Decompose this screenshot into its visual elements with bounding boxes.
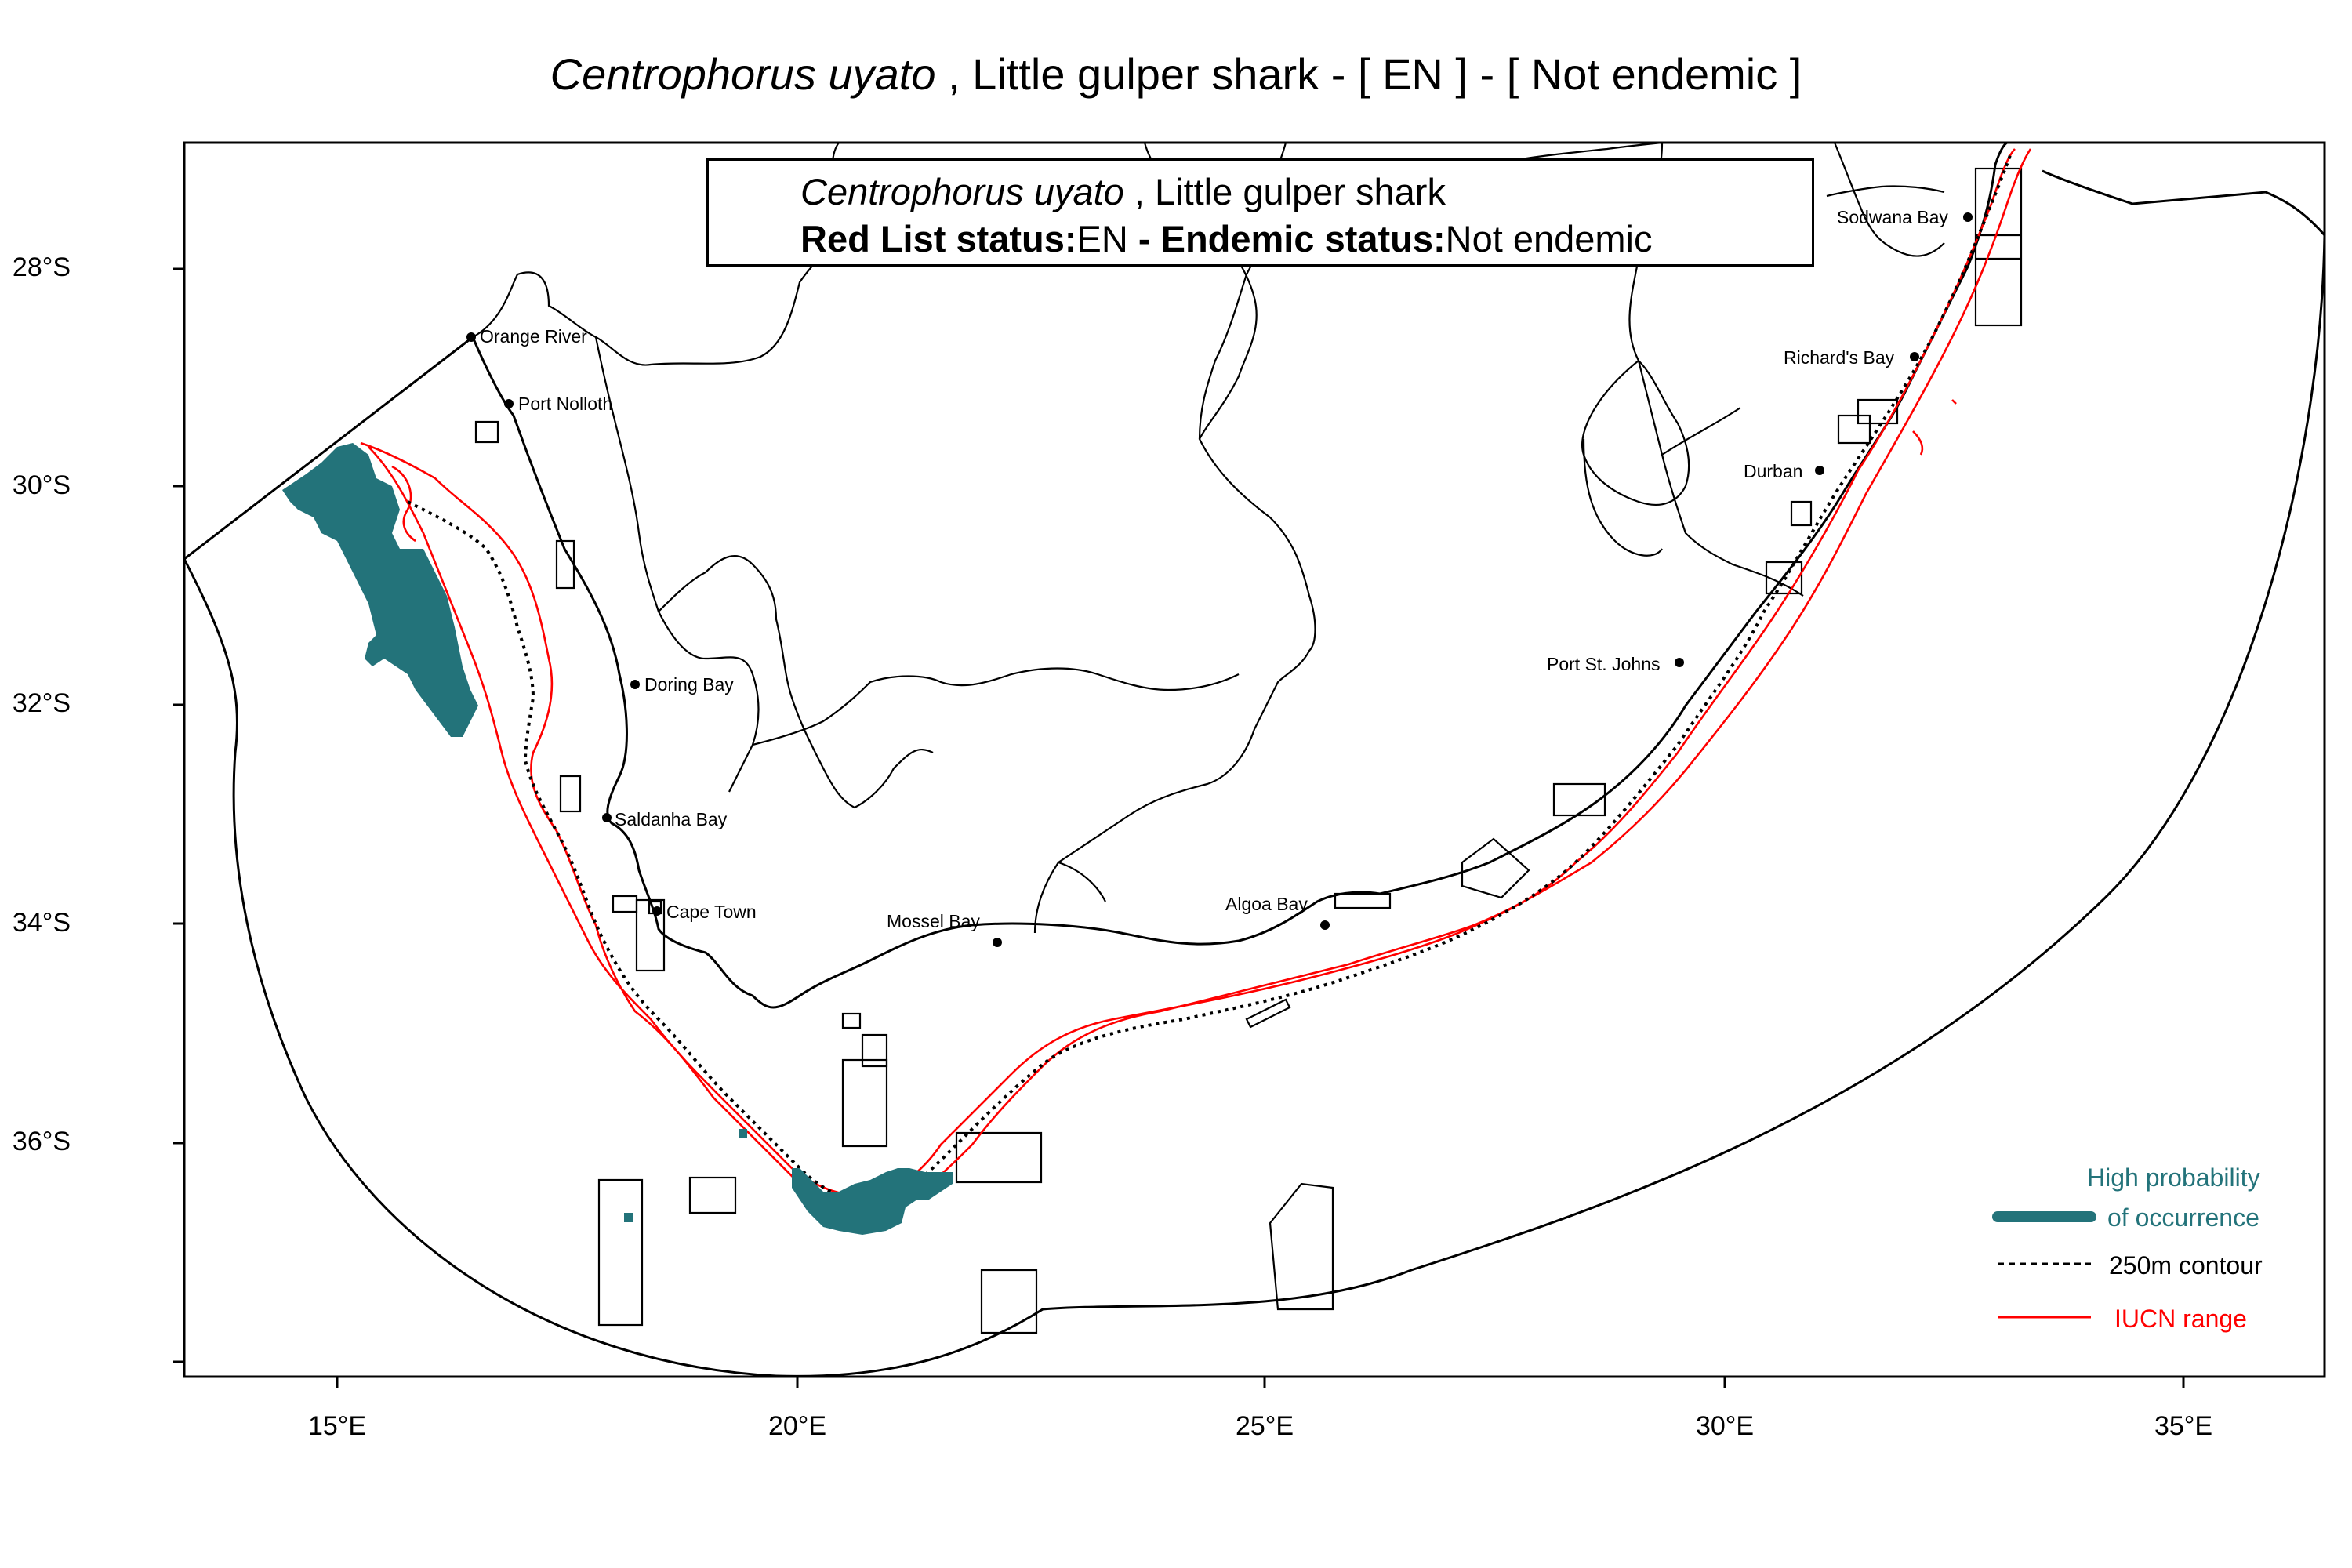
red-list-value: EN: [1076, 218, 1128, 260]
info-status-line: Red List status:EN - Endemic status:Not …: [800, 217, 1653, 260]
x-tick-30e: 30°E: [1695, 1411, 1755, 1441]
plot-frame: [183, 141, 2326, 1378]
iucn-range: [360, 148, 2032, 1213]
red-list-label: Red List status:: [800, 218, 1077, 260]
y-axis-ticks: [173, 267, 184, 1363]
place-dot-sodwana-bay: [1963, 212, 1973, 222]
info-species-line: Centrophorus uyato , Little gulper shark: [800, 170, 1446, 213]
info-common-name: , Little gulper shark: [1123, 171, 1446, 212]
page-title: Centrophorus uyato , Little gulper shark…: [0, 49, 2352, 100]
legend-high-probability-line2: of occurrence: [2107, 1203, 2259, 1232]
place-dot-orange-river: [466, 332, 476, 342]
endemic-label: - Endemic status:: [1127, 218, 1446, 260]
y-tick-36s: 36°S: [12, 1127, 71, 1156]
x-tick-15e: 15°E: [307, 1411, 367, 1441]
place-label-sodwana-bay: Sodwana Bay: [1837, 207, 1948, 227]
place-label-port-nolloth: Port Nolloth: [518, 394, 613, 414]
title-rest: , Little gulper shark - [ EN ] - [ Not e…: [935, 49, 1802, 99]
place-label-cape-town: Cape Town: [666, 902, 757, 922]
legend-high-probability-line1: High probability: [2087, 1163, 2260, 1192]
contour-250m: [367, 152, 2013, 1206]
legend-iucn-label: IUCN range: [2114, 1305, 2247, 1333]
place-dot-richards-bay: [1910, 352, 1919, 361]
place-label-doring-bay: Doring Bay: [644, 674, 734, 695]
place-label-orange-river: Orange River: [480, 326, 587, 347]
y-tick-34s: 34°S: [12, 908, 71, 938]
place-points: [466, 212, 1973, 947]
place-dot-port-st-johns: [1675, 658, 1684, 667]
place-dot-cape-town: [652, 906, 662, 916]
x-tick-25e: 25°E: [1235, 1411, 1294, 1441]
x-tick-20e: 20°E: [768, 1411, 827, 1441]
info-box: Centrophorus uyato , Little gulper shark…: [706, 158, 1814, 267]
place-label-richards-bay: Richard's Bay: [1784, 347, 1895, 368]
place-label-durban: Durban: [1744, 461, 1803, 481]
place-label-algoa-bay: Algoa Bay: [1225, 894, 1308, 914]
place-dot-algoa-bay: [1320, 920, 1330, 930]
place-label-saldanha-bay: Saldanha Bay: [615, 809, 728, 829]
place-dot-mossel-bay: [993, 938, 1002, 947]
high-probability-occurrence: [282, 443, 953, 1235]
place-label-mossel-bay: Mossel Bay: [887, 911, 980, 931]
title-species: Centrophorus uyato: [550, 49, 936, 99]
place-dot-saldanha-bay: [602, 813, 612, 822]
info-species-name: Centrophorus uyato: [800, 171, 1124, 212]
x-axis-ticks: [336, 1377, 2185, 1388]
endemic-value: Not endemic: [1445, 218, 1653, 260]
place-dot-port-nolloth: [504, 399, 514, 408]
legend-contour-label: 250m contour: [2109, 1251, 2263, 1279]
place-dot-durban: [1815, 466, 1824, 475]
protected-areas: [474, 167, 2023, 1334]
coastline: [471, 141, 2008, 1009]
place-dot-doring-bay: [630, 680, 640, 689]
legend-swatches: [1992, 1211, 2096, 1319]
eez-boundary: [183, 169, 2326, 1377]
y-tick-28s: 28°S: [12, 252, 71, 282]
y-tick-32s: 32°S: [12, 688, 71, 718]
place-label-port-st-johns: Port St. Johns: [1547, 654, 1661, 674]
y-tick-30s: 30°S: [12, 470, 71, 500]
x-tick-35e: 35°E: [2154, 1411, 2213, 1441]
